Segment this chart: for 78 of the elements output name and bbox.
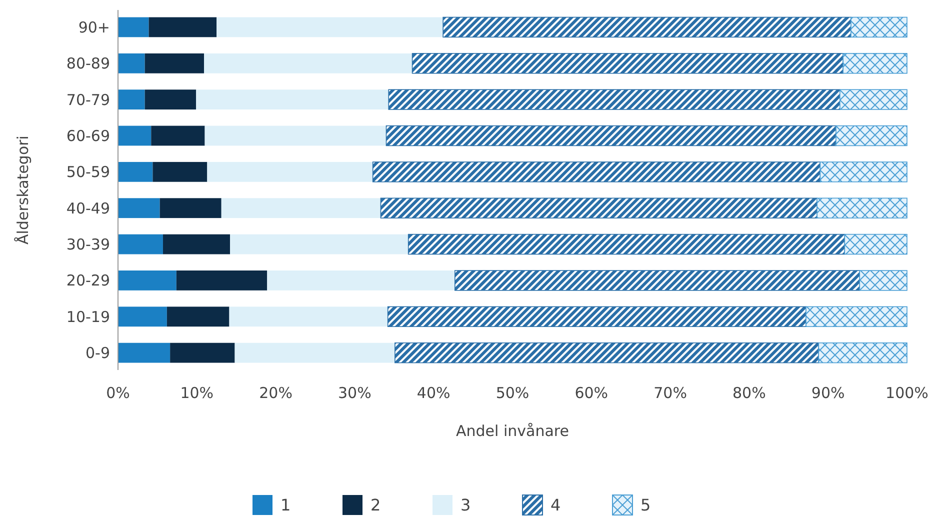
y-tick-label: 0-9 (86, 344, 110, 362)
bar (387, 306, 806, 327)
bar (144, 53, 204, 74)
legend-label: 5 (640, 496, 651, 515)
bar (388, 89, 840, 110)
y-tick-label: 90+ (78, 18, 110, 36)
bar (118, 126, 152, 146)
bar (844, 234, 908, 255)
bar (216, 17, 444, 38)
bar (836, 125, 908, 146)
bar (412, 53, 844, 74)
bar (204, 53, 412, 74)
legend-label: 1 (280, 496, 291, 515)
bar (818, 342, 908, 364)
x-tick-label: 0% (106, 384, 130, 402)
bar (806, 306, 908, 327)
bar (118, 53, 145, 74)
bar (118, 342, 170, 363)
x-tick-label: 20% (259, 384, 292, 402)
bar (176, 270, 268, 290)
x-tick-label: 70% (654, 384, 687, 402)
bar (118, 234, 163, 254)
y-tick-label: 30-39 (66, 236, 110, 254)
bar (152, 162, 208, 182)
bar (820, 162, 908, 182)
bar (840, 89, 908, 110)
bar (816, 198, 908, 218)
bar (229, 306, 388, 327)
bar (196, 90, 389, 110)
x-tick-label: 40% (416, 384, 450, 402)
bar (372, 162, 821, 182)
bar (166, 306, 230, 327)
bar (442, 16, 852, 38)
bar (160, 198, 222, 218)
x-tick-label: 90% (811, 384, 845, 402)
x-axis-title: Andel invånare (456, 422, 569, 440)
bar (118, 198, 160, 218)
bar (230, 234, 408, 254)
bar (221, 198, 381, 218)
x-tick-label: 100% (886, 384, 928, 402)
bar (207, 162, 373, 182)
y-tick-label: 20-29 (66, 272, 110, 290)
y-tick-label: 40-49 (66, 199, 110, 218)
x-tick-label: 50% (496, 384, 530, 402)
y-tick-label: 10-19 (66, 308, 110, 326)
bar (380, 198, 818, 218)
legend-label: 2 (370, 496, 381, 515)
x-tick-label: 10% (180, 384, 214, 402)
y-axis-title: Ålderskategori (14, 136, 32, 244)
bar (842, 53, 908, 74)
bar (118, 270, 176, 290)
bar (394, 342, 820, 364)
bar (118, 162, 153, 182)
x-tick-label: 80% (732, 384, 766, 402)
bar (859, 270, 908, 291)
bar (454, 270, 860, 291)
bar (386, 125, 836, 146)
bar (148, 17, 217, 38)
bar (850, 16, 908, 38)
y-tick-label: 70-79 (66, 90, 110, 109)
x-tick-label: 30% (338, 384, 372, 402)
bar (118, 90, 145, 110)
bar (204, 126, 386, 146)
bar (408, 234, 846, 255)
x-tick-label: 60% (574, 384, 608, 402)
bar (267, 270, 455, 290)
y-tick-label: 80-89 (66, 54, 110, 73)
bar (118, 306, 167, 327)
legend-label: 3 (460, 496, 471, 515)
bar (144, 90, 196, 110)
y-tick-label: 50-59 (66, 163, 110, 182)
bar (170, 342, 235, 363)
y-tick-label: 60-69 (66, 126, 110, 145)
bar (162, 234, 230, 254)
bar (118, 17, 149, 38)
legend-label: 4 (550, 496, 561, 515)
bar (234, 342, 395, 363)
bar (151, 126, 205, 146)
